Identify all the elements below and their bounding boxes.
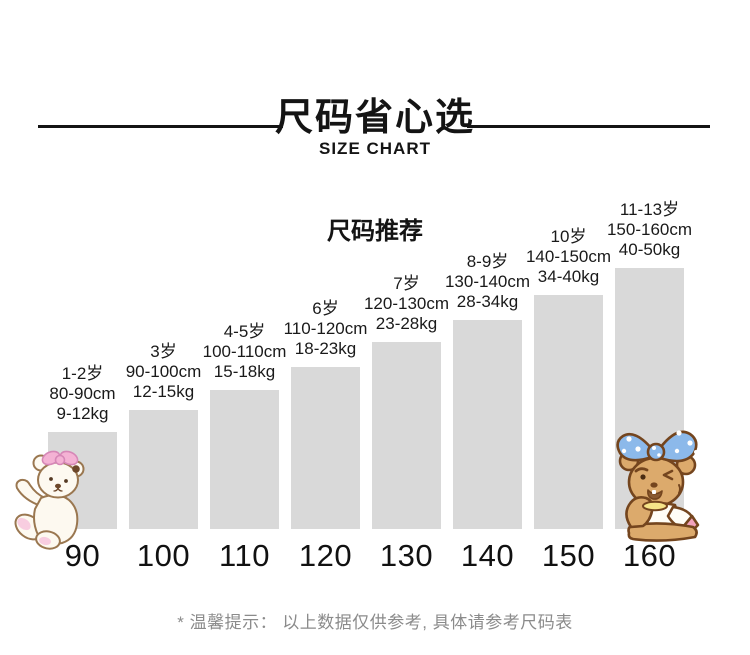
weight-range-label: 9-12kg bbox=[56, 404, 109, 423]
weight-range-label: 23-28kg bbox=[375, 314, 438, 333]
weight-range-label: 28-34kg bbox=[456, 292, 519, 311]
size-column-90: 1-2岁 80-90cm 9-12kg 90 bbox=[48, 364, 117, 571]
height-range-label: 90-100cm bbox=[125, 362, 202, 381]
age-label: 6岁 bbox=[312, 299, 339, 318]
title-divider-left bbox=[38, 125, 283, 128]
age-label: 10岁 bbox=[550, 227, 587, 246]
age-label: 1-2岁 bbox=[61, 364, 104, 383]
size-info-label: 10岁 140-150cm 34-40kg bbox=[526, 227, 611, 287]
size-column-140: 8-9岁 130-140cm 28-34kg 140 bbox=[445, 252, 530, 573]
size-column-110: 4-5岁 100-110cm 15-18kg 110 bbox=[203, 322, 287, 573]
size-bar bbox=[372, 342, 441, 529]
size-info-label: 7岁 120-130cm 23-28kg bbox=[364, 274, 449, 334]
size-bar bbox=[534, 295, 603, 529]
disclaimer-note: * 温馨提示： 以上数据仅供参考, 具体请参考尺码表 bbox=[177, 613, 573, 632]
size-axis-label: 140 bbox=[460, 538, 515, 573]
size-column-130: 7岁 120-130cm 23-28kg 130 bbox=[364, 274, 449, 573]
weight-range-label: 18-23kg bbox=[294, 339, 357, 358]
size-info-label: 11-13岁 150-160cm 40-50kg bbox=[607, 200, 692, 260]
size-bar bbox=[291, 367, 360, 529]
size-info-label: 3岁 90-100cm 12-15kg bbox=[126, 342, 202, 402]
white-teddy-bear-icon bbox=[14, 450, 85, 550]
size-column-120: 6岁 110-120cm 18-23kg 120 bbox=[284, 299, 368, 573]
size-axis-label: 160 bbox=[622, 538, 677, 573]
height-range-label: 150-160cm bbox=[606, 220, 693, 239]
weight-range-label: 12-15kg bbox=[132, 382, 195, 401]
height-range-label: 120-130cm bbox=[363, 294, 450, 313]
age-label: 4-5岁 bbox=[223, 322, 266, 341]
size-info-label: 6岁 110-120cm 18-23kg bbox=[284, 299, 368, 359]
age-label: 11-13岁 bbox=[619, 200, 680, 219]
size-bar bbox=[129, 410, 198, 529]
height-range-label: 80-90cm bbox=[49, 384, 116, 403]
weight-range-label: 15-18kg bbox=[213, 362, 276, 381]
height-range-label: 100-110cm bbox=[202, 342, 287, 361]
size-bar bbox=[453, 320, 522, 529]
age-label: 3岁 bbox=[150, 342, 177, 361]
height-range-label: 140-150cm bbox=[525, 247, 612, 266]
size-axis-label: 90 bbox=[64, 538, 101, 573]
weight-range-label: 40-50kg bbox=[618, 240, 681, 259]
title-divider-right bbox=[467, 125, 710, 128]
size-column-100: 3岁 90-100cm 12-15kg 100 bbox=[126, 342, 202, 573]
size-info-label: 1-2岁 80-90cm 9-12kg bbox=[49, 364, 115, 424]
size-info-label: 8-9岁 130-140cm 28-34kg bbox=[445, 252, 530, 312]
tan-teddy-bear-icon bbox=[616, 430, 700, 542]
height-range-label: 130-140cm bbox=[444, 272, 531, 291]
chart-title: 尺码推荐 bbox=[327, 218, 423, 245]
height-range-label: 110-120cm bbox=[283, 319, 368, 338]
size-axis-label: 100 bbox=[136, 538, 191, 573]
size-axis-label: 130 bbox=[379, 538, 434, 573]
page-subtitle: SIZE CHART bbox=[319, 139, 431, 158]
size-column-150: 10岁 140-150cm 34-40kg 150 bbox=[526, 227, 611, 573]
age-label: 7岁 bbox=[393, 274, 420, 293]
size-info-label: 4-5岁 100-110cm 15-18kg bbox=[203, 322, 287, 382]
size-axis-label: 120 bbox=[298, 538, 353, 573]
page-title: 尺码省心选 bbox=[274, 97, 475, 139]
size-axis-label: 110 bbox=[219, 538, 270, 573]
size-bar bbox=[210, 390, 279, 529]
age-label: 8-9岁 bbox=[466, 252, 509, 271]
weight-range-label: 34-40kg bbox=[537, 267, 600, 286]
size-bar-chart: 1-2岁 80-90cm 9-12kg 90 3岁 90-100cm 12-15… bbox=[48, 200, 692, 573]
size-axis-label: 150 bbox=[541, 538, 596, 573]
